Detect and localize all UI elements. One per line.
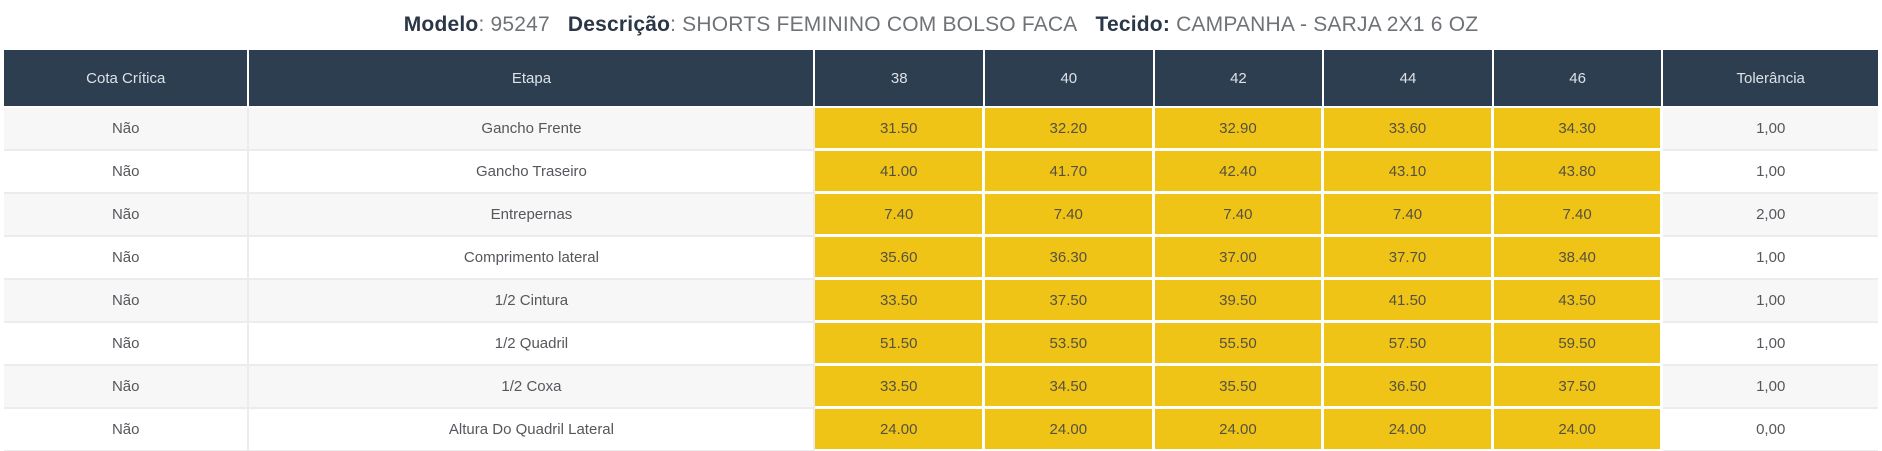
size-40-value-cell[interactable]: 34.50 — [985, 366, 1155, 409]
size-44-value-cell[interactable]: 43.10 — [1324, 151, 1494, 194]
size-46-value-cell[interactable]: 34.30 — [1493, 108, 1664, 151]
modelo-value: : 95247 — [478, 13, 550, 36]
size-46-value-cell[interactable]: 43.50 — [1493, 280, 1664, 323]
etapa-cell: 1/2 Cintura — [249, 280, 816, 323]
cota-critica-cell: Não — [4, 323, 250, 366]
size-46-value-cell[interactable]: 43.80 — [1493, 151, 1664, 194]
size-46-value-cell[interactable]: 7.40 — [1493, 194, 1664, 237]
spec-table-body: Não Gancho Frente 31.50 32.20 32.90 33.6… — [4, 108, 1878, 451]
size-44-value-cell[interactable]: 36.50 — [1324, 366, 1494, 409]
tolerancia-cell: 0,00 — [1663, 409, 1878, 451]
table-row: Não Altura Do Quadril Lateral 24.00 24.0… — [4, 409, 1878, 451]
table-header-row: Cota Crítica Etapa 38 40 42 44 46 Tolerâ… — [4, 50, 1878, 108]
tolerancia-cell: 1,00 — [1663, 366, 1878, 409]
descricao-group: Descrição: SHORTS FEMININO COM BOLSO FAC… — [568, 13, 1078, 37]
size-42-value-cell[interactable]: 35.50 — [1154, 366, 1325, 409]
size-44-value-cell[interactable]: 24.00 — [1324, 409, 1494, 451]
size-46-value-cell[interactable]: 37.50 — [1493, 366, 1664, 409]
table-row: Não Entrepernas 7.40 7.40 7.40 7.40 7.40… — [4, 194, 1878, 237]
size-38-value-cell[interactable]: 41.00 — [815, 151, 986, 194]
table-row: Não Gancho Frente 31.50 32.20 32.90 33.6… — [4, 108, 1878, 151]
header-size-44: 44 — [1324, 50, 1494, 108]
size-40-value-cell[interactable]: 32.20 — [985, 108, 1155, 151]
size-44-value-cell[interactable]: 37.70 — [1324, 237, 1494, 280]
header-size-40: 40 — [985, 50, 1155, 108]
size-46-value-cell[interactable]: 38.40 — [1493, 237, 1664, 280]
tolerancia-cell: 1,00 — [1663, 323, 1878, 366]
tolerancia-cell: 2,00 — [1663, 194, 1878, 237]
header-size-46: 46 — [1493, 50, 1664, 108]
page-title: Modelo: 95247 Descrição: SHORTS FEMININO… — [0, 0, 1882, 50]
size-42-value-cell[interactable]: 24.00 — [1154, 409, 1325, 451]
size-38-value-cell[interactable]: 33.50 — [815, 366, 986, 409]
etapa-cell: Comprimento lateral — [249, 237, 816, 280]
size-38-value-cell[interactable]: 24.00 — [815, 409, 986, 451]
etapa-cell: 1/2 Coxa — [249, 366, 816, 409]
size-42-value-cell[interactable]: 37.00 — [1154, 237, 1325, 280]
cota-critica-cell: Não — [4, 108, 250, 151]
etapa-cell: Gancho Frente — [249, 108, 816, 151]
size-42-value-cell[interactable]: 7.40 — [1154, 194, 1325, 237]
descricao-value: : SHORTS FEMININO COM BOLSO FACA — [670, 13, 1078, 36]
tecido-group: Tecido: CAMPANHA - SARJA 2X1 6 OZ — [1096, 13, 1479, 37]
measurement-spec-table: Cota Crítica Etapa 38 40 42 44 46 Tolerâ… — [4, 50, 1878, 451]
tolerancia-cell: 1,00 — [1663, 151, 1878, 194]
size-44-value-cell[interactable]: 7.40 — [1324, 194, 1494, 237]
size-40-value-cell[interactable]: 24.00 — [985, 409, 1155, 451]
tolerancia-cell: 1,00 — [1663, 108, 1878, 151]
size-42-value-cell[interactable]: 55.50 — [1154, 323, 1325, 366]
cota-critica-cell: Não — [4, 237, 250, 280]
size-44-value-cell[interactable]: 41.50 — [1324, 280, 1494, 323]
etapa-cell: 1/2 Quadril — [249, 323, 816, 366]
header-cota-critica: Cota Crítica — [4, 50, 250, 108]
size-42-value-cell[interactable]: 42.40 — [1154, 151, 1325, 194]
table-row: Não Gancho Traseiro 41.00 41.70 42.40 43… — [4, 151, 1878, 194]
modelo-label: Modelo — [403, 13, 479, 36]
size-44-value-cell[interactable]: 33.60 — [1324, 108, 1494, 151]
tolerancia-cell: 1,00 — [1663, 280, 1878, 323]
size-38-value-cell[interactable]: 7.40 — [815, 194, 986, 237]
etapa-cell: Altura Do Quadril Lateral — [249, 409, 816, 451]
size-38-value-cell[interactable]: 51.50 — [815, 323, 986, 366]
size-40-value-cell[interactable]: 36.30 — [985, 237, 1155, 280]
cota-critica-cell: Não — [4, 194, 250, 237]
etapa-cell: Entrepernas — [249, 194, 816, 237]
etapa-cell: Gancho Traseiro — [249, 151, 816, 194]
table-row: Não 1/2 Coxa 33.50 34.50 35.50 36.50 37.… — [4, 366, 1878, 409]
cota-critica-cell: Não — [4, 151, 250, 194]
size-38-value-cell[interactable]: 33.50 — [815, 280, 986, 323]
header-etapa: Etapa — [249, 50, 816, 108]
size-44-value-cell[interactable]: 57.50 — [1324, 323, 1494, 366]
size-38-value-cell[interactable]: 35.60 — [815, 237, 986, 280]
tecido-label: Tecido: — [1095, 13, 1171, 36]
table-row: Não Comprimento lateral 35.60 36.30 37.0… — [4, 237, 1878, 280]
size-46-value-cell[interactable]: 24.00 — [1493, 409, 1664, 451]
size-42-value-cell[interactable]: 39.50 — [1154, 280, 1325, 323]
tecido-value: CAMPANHA - SARJA 2X1 6 OZ — [1170, 13, 1479, 36]
size-38-value-cell[interactable]: 31.50 — [815, 108, 986, 151]
tolerancia-cell: 1,00 — [1663, 237, 1878, 280]
size-40-value-cell[interactable]: 7.40 — [985, 194, 1155, 237]
table-row: Não 1/2 Quadril 51.50 53.50 55.50 57.50 … — [4, 323, 1878, 366]
cota-critica-cell: Não — [4, 280, 250, 323]
cota-critica-cell: Não — [4, 366, 250, 409]
size-40-value-cell[interactable]: 37.50 — [985, 280, 1155, 323]
header-size-38: 38 — [815, 50, 986, 108]
header-tolerancia: Tolerância — [1663, 50, 1878, 108]
descricao-label: Descrição — [567, 13, 671, 36]
size-40-value-cell[interactable]: 41.70 — [985, 151, 1155, 194]
size-46-value-cell[interactable]: 59.50 — [1493, 323, 1664, 366]
modelo-group: Modelo: 95247 — [404, 13, 550, 37]
size-40-value-cell[interactable]: 53.50 — [985, 323, 1155, 366]
size-42-value-cell[interactable]: 32.90 — [1154, 108, 1325, 151]
header-size-42: 42 — [1154, 50, 1325, 108]
table-row: Não 1/2 Cintura 33.50 37.50 39.50 41.50 … — [4, 280, 1878, 323]
cota-critica-cell: Não — [4, 409, 250, 451]
